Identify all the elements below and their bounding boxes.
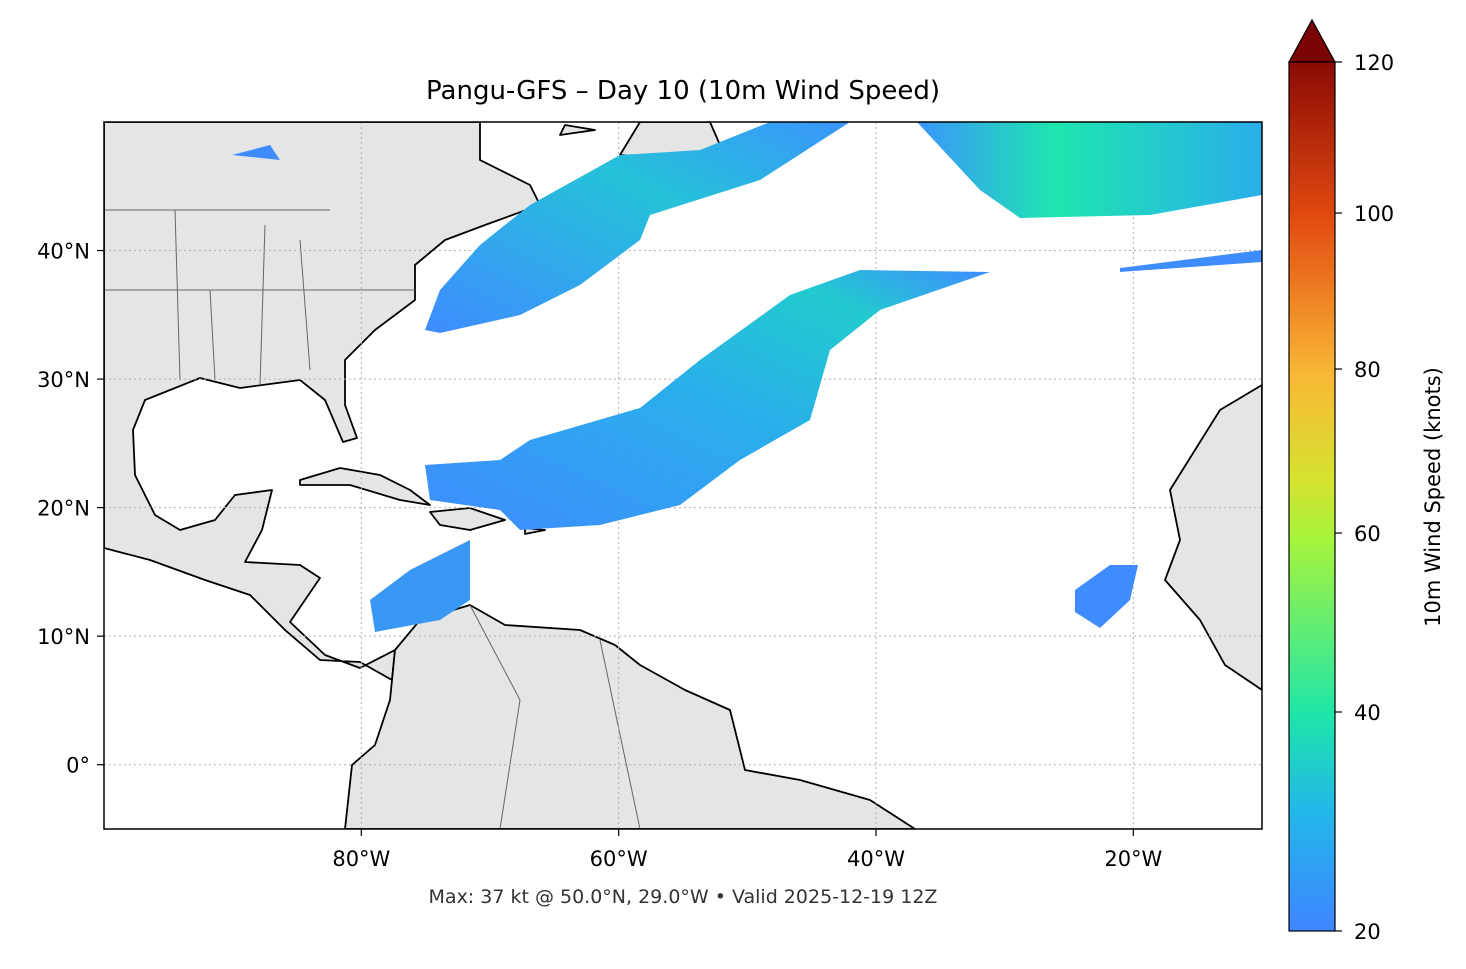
colorbar-tick-label: 120 [1354, 51, 1394, 75]
cuba-land [299, 467, 431, 506]
wind-region-caribbean [370, 540, 470, 632]
africa-land [1164, 384, 1262, 691]
hispaniola-land [429, 507, 506, 531]
lat-axis: 40°N 30°N 20°N 10°N 0° [37, 240, 104, 778]
colorbar-tick-label: 20 [1354, 920, 1381, 944]
footnote: Max: 37 kt @ 50.0°N, 29.0°W • Valid 2025… [429, 886, 938, 908]
colorbar-tick-label: 80 [1354, 358, 1381, 382]
south-america-land [344, 604, 916, 829]
colorbar-tick-label: 100 [1354, 202, 1394, 226]
map-title: Pangu-GFS – Day 10 (10m Wind Speed) [426, 76, 940, 106]
colorbar-tick-label: 40 [1354, 701, 1381, 725]
colorbar-label: 10m Wind Speed (knots) [1421, 367, 1445, 627]
lat-tick-label: 20°N [37, 497, 90, 521]
lat-tick-label: 30°N [37, 368, 90, 392]
map-plot-area [104, 122, 1262, 829]
lat-tick-label: 10°N [37, 625, 90, 649]
lon-tick-label: 20°W [1104, 847, 1162, 871]
wind-region-north-atlantic [917, 122, 1262, 218]
lon-tick-label: 40°W [847, 847, 905, 871]
colorbar-extend-arrow [1287, 18, 1337, 63]
wind-region-azores [1120, 250, 1262, 272]
north-central-america-land [104, 122, 541, 681]
wind-speed-field [232, 122, 1262, 632]
newfoundland-land [559, 124, 596, 136]
state-borders [104, 209, 641, 829]
colorbar: 20 40 60 80 100 120 10m Wind Speed (knots) [1287, 18, 1445, 944]
lat-tick-label: 40°N [37, 240, 90, 264]
wind-region-great-lakes [232, 145, 280, 160]
wind-region-us-east-coast [425, 122, 850, 333]
gridlines [104, 122, 1262, 829]
lon-tick-label: 60°W [590, 847, 648, 871]
land-layer [104, 122, 1262, 829]
wind-region-cape-verde [1075, 565, 1138, 628]
lon-axis: 80°W 60°W 40°W 20°W [332, 829, 1163, 871]
lon-tick-label: 80°W [332, 847, 390, 871]
lat-tick-label: 0° [66, 754, 90, 778]
wind-region-central-atlantic [425, 270, 990, 530]
map-frame [103, 121, 1263, 830]
colorbar-gradient [1288, 61, 1336, 932]
colorbar-tick-label: 60 [1354, 522, 1381, 546]
